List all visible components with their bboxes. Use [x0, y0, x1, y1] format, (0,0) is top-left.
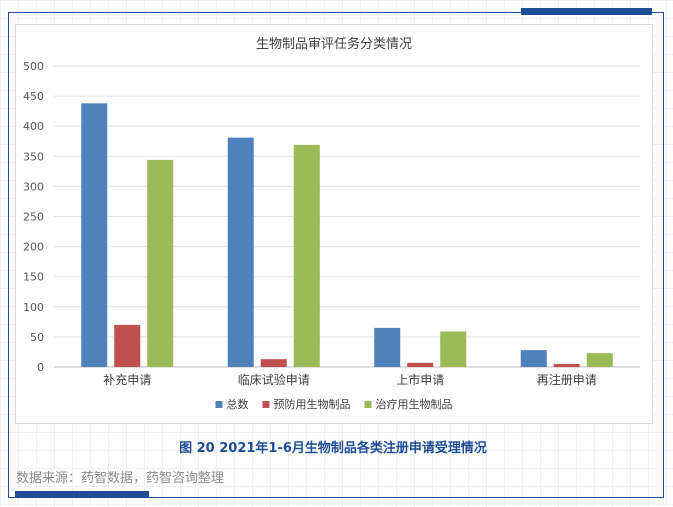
data-source-note: 数据来源：药智数据，药智咨询整理 [16, 471, 225, 486]
bar-1 [227, 137, 254, 367]
bar-3 [440, 331, 467, 367]
x-tick-label: 上市申请 [396, 372, 444, 387]
legend-swatch-1 [215, 401, 223, 408]
legend-label-3: 治疗用生物制品 [376, 397, 453, 411]
bar-1 [81, 103, 108, 367]
bar-1 [520, 350, 547, 367]
bar-2 [114, 324, 141, 367]
x-tick-label: 再注册申请 [537, 372, 597, 387]
bar-2 [260, 359, 287, 367]
y-tick-label: 500 [23, 60, 44, 73]
accent-bar-top [521, 8, 652, 15]
y-tick-label: 450 [23, 90, 44, 103]
legend-label-1: 总数 [227, 397, 249, 411]
y-tick-label: 350 [23, 150, 44, 163]
chart-title: 生物制品审评任务分类情况 [256, 36, 412, 52]
bar-2 [553, 363, 580, 367]
outer-frame [8, 12, 664, 498]
legend-label-2: 预防用生物制品 [274, 397, 351, 411]
x-tick-label: 临床试验申请 [238, 372, 310, 387]
bar-3 [147, 159, 174, 367]
bar-3 [293, 144, 320, 367]
bar-2 [407, 362, 434, 367]
legend-swatch-3 [364, 401, 372, 408]
legend-swatch-2 [262, 401, 270, 408]
accent-bar-bottom [15, 491, 149, 498]
x-tick-label: 补充申请 [103, 372, 151, 387]
figure-caption: 图 20 2021年1-6月生物制品各类注册申请受理情况 [179, 441, 487, 456]
bar-chart: 生物制品审评任务分类情况 0 50 100 150 200 250 300 350 400 450 5… [23, 36, 640, 411]
y-tick-label: 100 [23, 301, 44, 314]
y-tick-label: 400 [23, 120, 44, 133]
y-tick-label: 250 [23, 211, 44, 224]
y-tick-label: 200 [23, 241, 44, 254]
y-tick-label: 150 [23, 271, 44, 284]
y-tick-label: 50 [30, 331, 44, 344]
y-tick-label: 300 [23, 180, 44, 193]
bar-1 [374, 327, 401, 367]
bar-3 [586, 353, 613, 367]
chart-container: 生物制品审评任务分类情况 0 50 100 150 200 250 300 350 400 450 5… [15, 24, 653, 424]
y-tick-label: 0 [37, 361, 44, 374]
